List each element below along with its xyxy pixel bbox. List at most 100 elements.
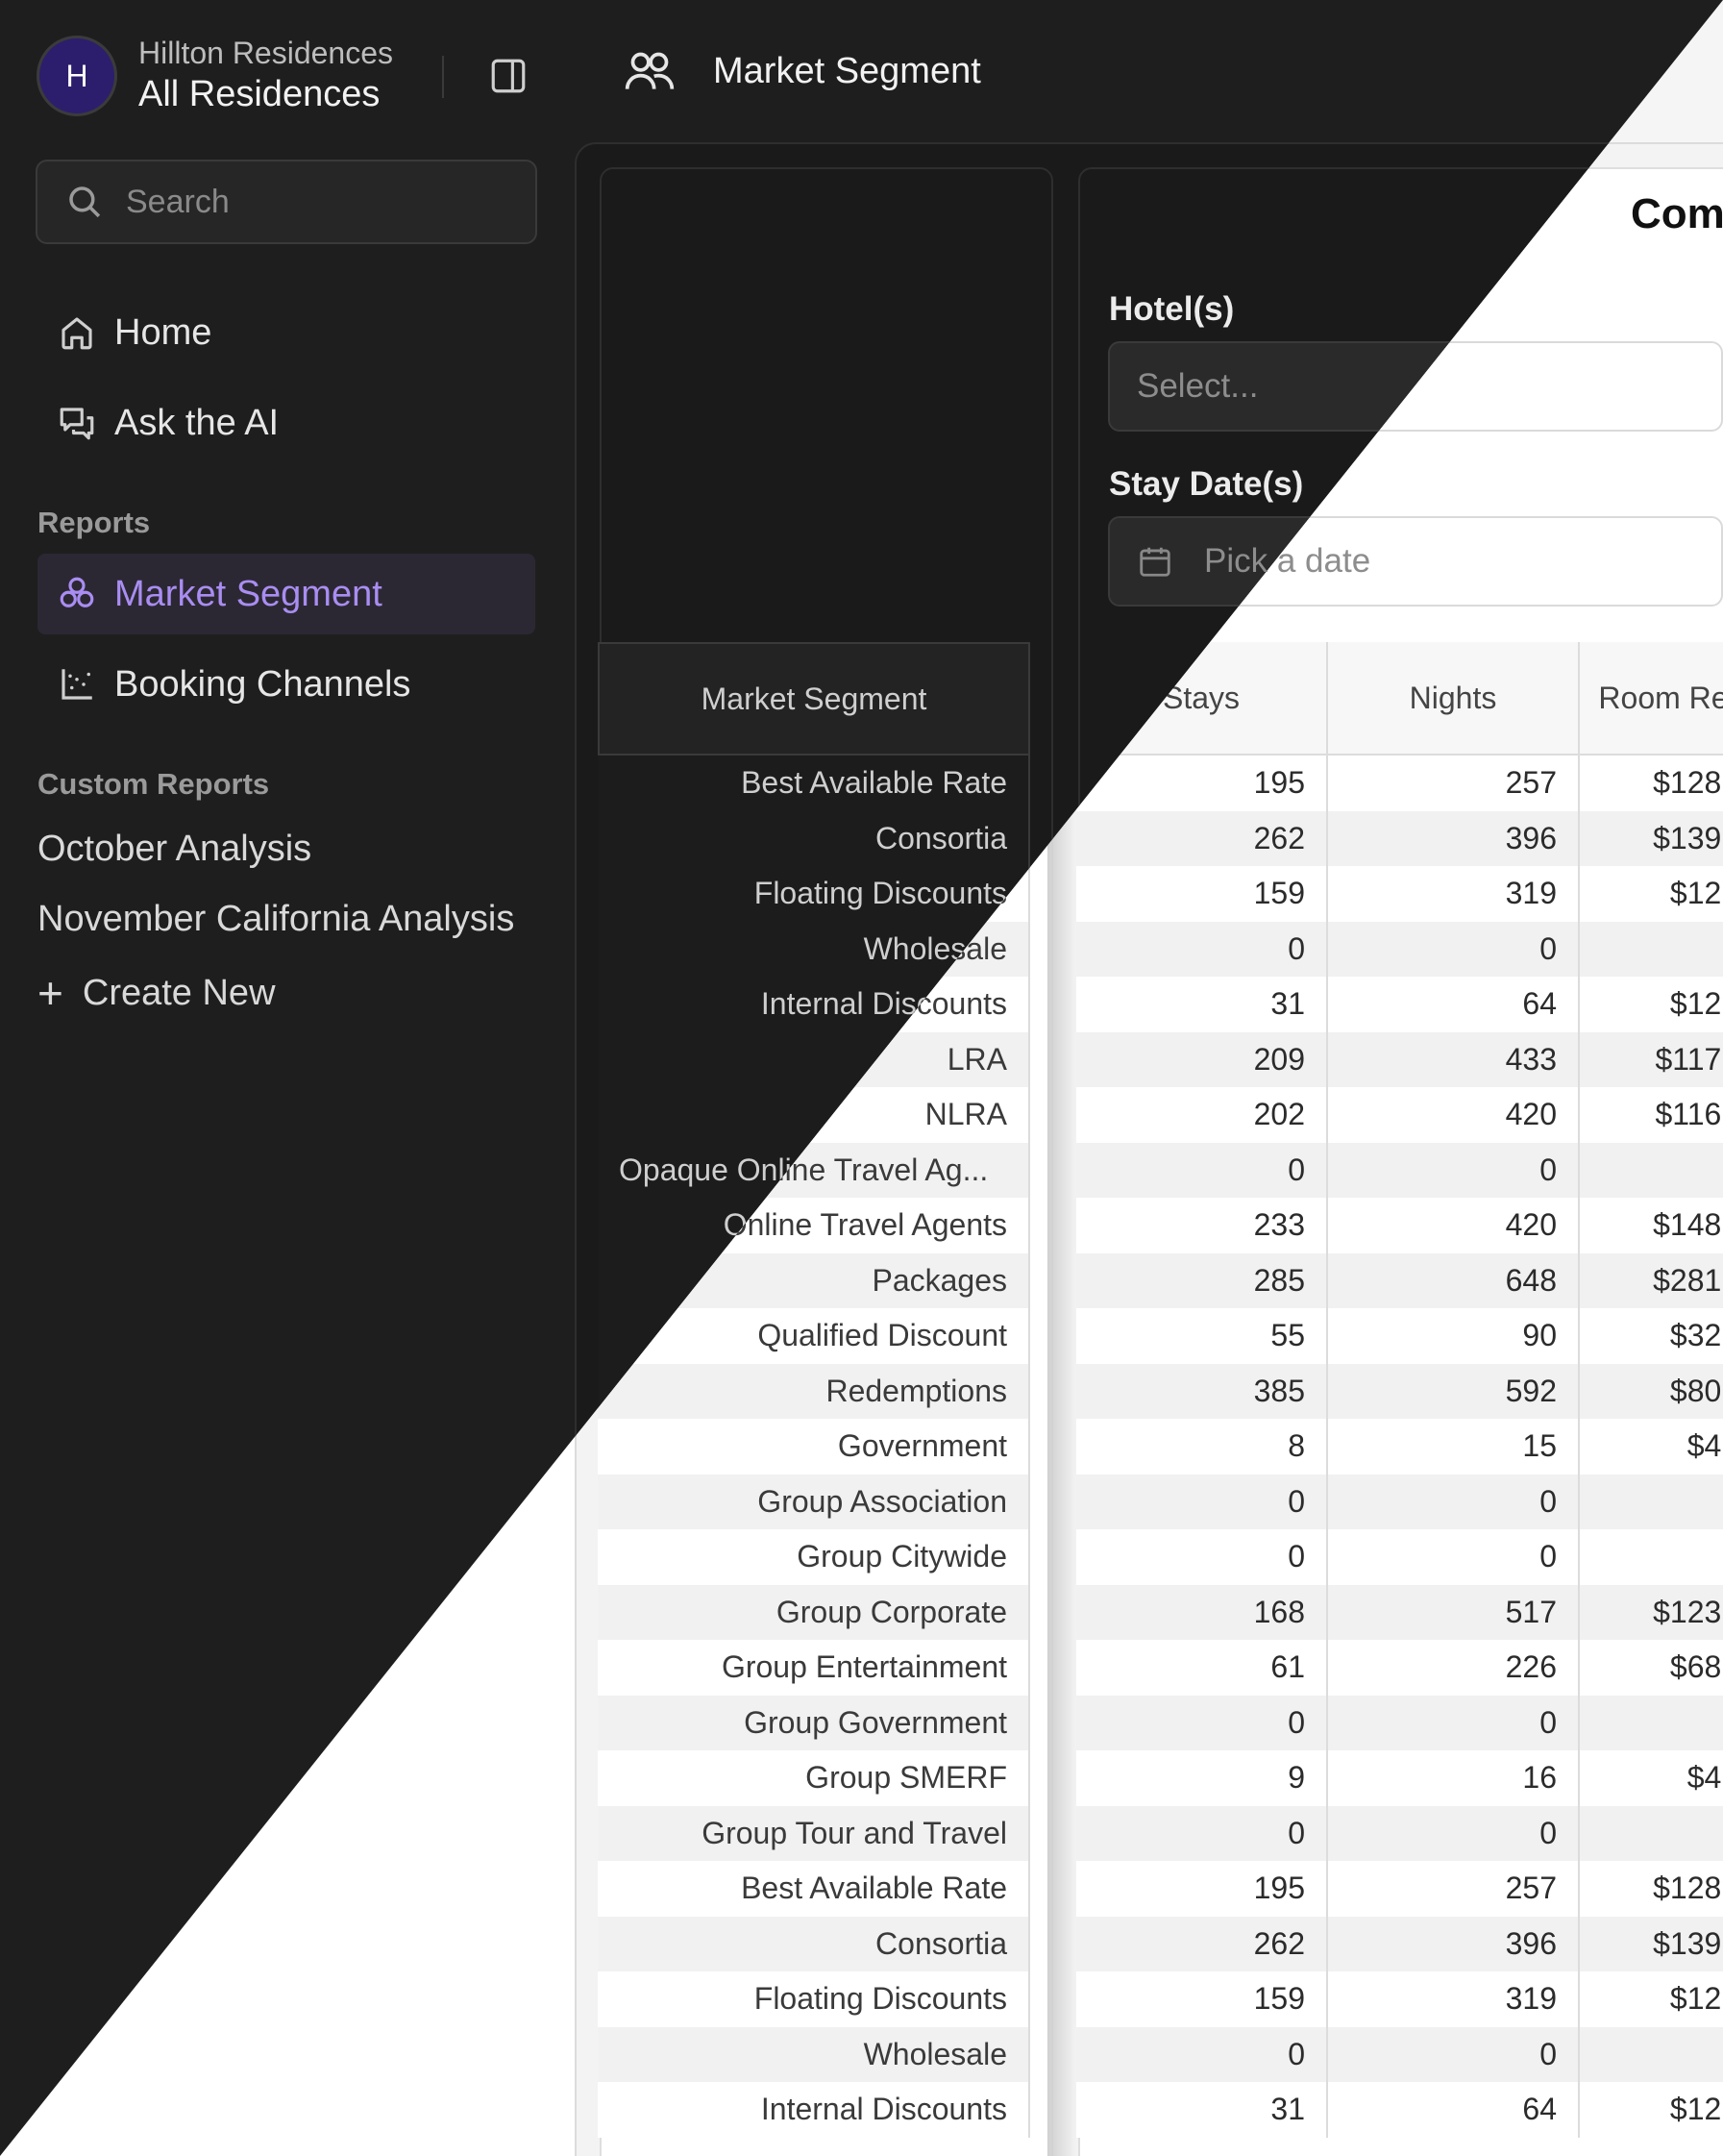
nights-cell: 90	[1328, 1308, 1580, 1364]
segment-row: Floating Discounts	[598, 1971, 1030, 2027]
page-header: Market Segment	[575, 0, 1723, 142]
search-input[interactable]	[126, 183, 510, 221]
room-revenue-cell: $32,9	[1580, 1308, 1723, 1364]
search-box[interactable]	[36, 160, 537, 244]
nav-booking-channels[interactable]: Booking Channels	[37, 644, 535, 725]
segment-row: Consortia	[598, 1916, 1030, 1971]
stays-cell: 0	[1076, 2026, 1328, 2082]
segment-row: Group Government	[598, 1695, 1030, 1750]
nav-market-segment[interactable]: Market Segment	[37, 554, 535, 634]
nights-cell: 226	[1328, 1640, 1580, 1696]
stays-cell: 168	[1076, 1584, 1328, 1640]
nav-home-label: Home	[114, 311, 212, 353]
stays-cell: 202	[1076, 1087, 1328, 1143]
users-icon	[625, 52, 675, 89]
segment-row: Group SMERF	[598, 1750, 1030, 1806]
table-row: 815$4,6	[1076, 1419, 1723, 1475]
nights-cell: 15	[1328, 1419, 1580, 1475]
room-revenue-cell: $128,5	[1580, 756, 1723, 811]
segment-row: Redemptions	[598, 1363, 1030, 1419]
room-revenue-cell: $12,3	[1580, 2082, 1723, 2138]
nights-cell: 396	[1328, 810, 1580, 866]
room-revenue-cell	[1580, 1696, 1723, 1751]
stays-cell: 0	[1076, 1142, 1328, 1198]
nav-ask-ai[interactable]: Ask the AI	[37, 383, 535, 463]
custom-reports-heading: Custom Reports	[37, 767, 270, 801]
room-revenue-cell: $116,0	[1580, 1087, 1723, 1143]
nights-cell: 0	[1328, 921, 1580, 977]
column-header-room-revenue[interactable]: Room Re	[1580, 642, 1723, 756]
nights-cell: 0	[1328, 1695, 1580, 1750]
room-revenue-cell	[1580, 1806, 1723, 1862]
room-revenue-cell	[1580, 2027, 1723, 2083]
workspace-title: All Residences	[138, 74, 381, 114]
nav-ask-ai-label: Ask the AI	[114, 402, 280, 443]
room-revenue-cell: $117,9	[1580, 1032, 1723, 1088]
home-icon	[62, 317, 92, 350]
custom-report-october[interactable]: October Analysis	[37, 829, 312, 869]
stays-cell: 61	[1076, 1640, 1328, 1696]
stays-cell: 0	[1076, 1529, 1328, 1585]
nights-cell: 396	[1328, 1916, 1580, 1971]
comparison-title: Com	[1631, 190, 1723, 237]
stays-cell: 0	[1076, 1695, 1328, 1750]
room-revenue-cell: $4,6	[1580, 1419, 1723, 1475]
nights-cell: 0	[1328, 2026, 1580, 2082]
stays-cell: 195	[1076, 1861, 1328, 1917]
stays-cell: 0	[1076, 1474, 1328, 1529]
hotels-select-placeholder: Select...	[1137, 367, 1259, 405]
room-revenue-cell: $139,7	[1580, 811, 1723, 867]
nights-cell: 0	[1328, 1529, 1580, 1585]
market-segment-table: Market Segment Best Available RateConsor…	[598, 642, 1030, 2138]
search-icon	[69, 186, 101, 218]
column-header-stays[interactable]: Stays	[1076, 642, 1328, 756]
nights-cell: 433	[1328, 1031, 1580, 1087]
room-revenue-cell: $139,7	[1580, 1917, 1723, 1972]
workspace-switcher[interactable]: H Hillton Residences All Residences	[37, 35, 393, 117]
nights-cell: 420	[1328, 1198, 1580, 1253]
segment-row: Wholesale	[598, 2026, 1030, 2082]
custom-report-november[interactable]: November California Analysis	[37, 899, 515, 939]
room-revenue-cell: $68,3	[1580, 1640, 1723, 1696]
scatter-chart-icon	[62, 669, 92, 700]
nav-booking-channels-label: Booking Channels	[114, 663, 411, 705]
chat-icon	[60, 408, 94, 440]
nav-home[interactable]: Home	[37, 292, 535, 373]
toggle-sidebar-icon[interactable]	[488, 56, 529, 96]
segment-row: Best Available Rate	[598, 1861, 1030, 1917]
plus-icon: +	[37, 968, 63, 1018]
room-revenue-cell: $12,3	[1580, 977, 1723, 1032]
segment-row: Floating Discounts	[598, 866, 1030, 922]
header-divider	[442, 56, 444, 98]
hotels-label: Hotel(s)	[1109, 290, 1235, 328]
create-new-label: Create New	[82, 972, 276, 1013]
room-revenue-cell: $80,8	[1580, 1364, 1723, 1420]
page-title: Market Segment	[713, 50, 981, 91]
stays-cell: 262	[1076, 810, 1328, 866]
segment-row: Group Association	[598, 1474, 1030, 1529]
stay-dates-label: Stay Date(s)	[1109, 465, 1304, 503]
stays-cell: 285	[1076, 1252, 1328, 1308]
nights-cell: 420	[1328, 1087, 1580, 1143]
column-header-nights[interactable]: Nights	[1328, 642, 1580, 756]
nights-cell: 648	[1328, 1252, 1580, 1308]
create-new-button[interactable]: + Create New	[37, 971, 276, 1015]
segment-row: Group Corporate	[598, 1584, 1030, 1640]
room-revenue-cell: $281,3	[1580, 1253, 1723, 1309]
room-revenue-cell: $128,5	[1580, 1861, 1723, 1917]
stays-cell: 233	[1076, 1198, 1328, 1253]
stays-cell: 0	[1076, 921, 1328, 977]
